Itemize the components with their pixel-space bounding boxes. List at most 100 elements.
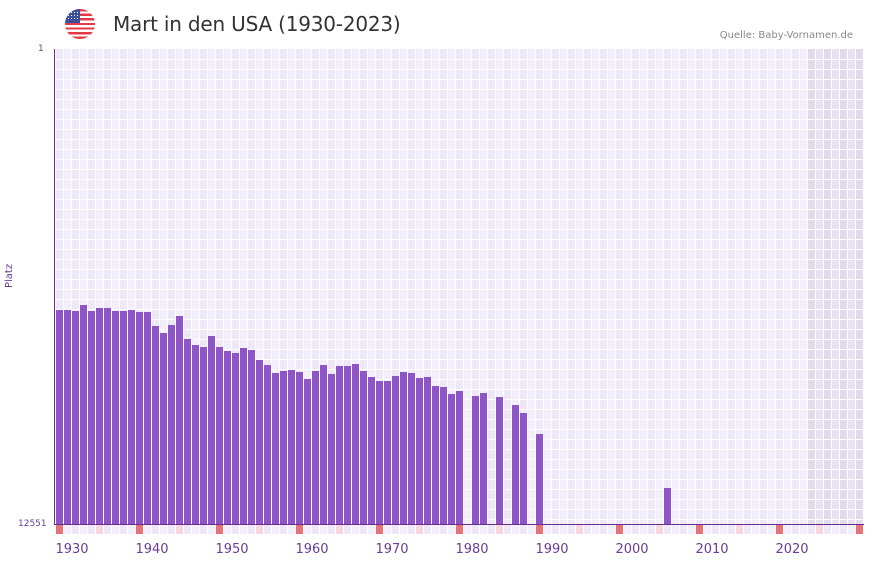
grid-column: [728, 49, 736, 524]
grid-line: [56, 369, 864, 370]
bar-1940[interactable]: [152, 326, 159, 524]
bar-1983[interactable]: [496, 397, 503, 524]
bar-1958[interactable]: [296, 372, 303, 524]
bar-1945[interactable]: [192, 345, 199, 524]
bar-1937[interactable]: [128, 310, 135, 524]
bar-1971[interactable]: [400, 372, 407, 524]
grid-column: [680, 49, 688, 524]
grid-column: [616, 49, 624, 524]
grid-column: [672, 49, 680, 524]
bar-1961[interactable]: [320, 365, 327, 524]
bar-1930[interactable]: [72, 311, 79, 524]
bar-1969[interactable]: [384, 381, 391, 524]
bar-1976[interactable]: [440, 387, 447, 524]
bar-1950[interactable]: [232, 353, 239, 524]
bar-1970[interactable]: [392, 376, 399, 524]
grid-column: [456, 49, 464, 524]
bar-1973[interactable]: [416, 378, 423, 524]
bar-1953[interactable]: [256, 360, 263, 524]
x-tick-label: 1980: [455, 542, 489, 557]
grid-column: [784, 49, 792, 524]
bar-1960[interactable]: [312, 371, 319, 524]
source-label: Quelle: Baby-Vornamen.de: [719, 30, 853, 41]
year-marker: [408, 525, 415, 534]
grid-column: [96, 49, 104, 524]
bar-1972[interactable]: [408, 373, 415, 524]
bar-1928[interactable]: [56, 310, 63, 524]
grid-column: [384, 49, 392, 524]
bar-1942[interactable]: [168, 325, 175, 524]
grid-column: [832, 49, 840, 524]
bar-1934[interactable]: [104, 308, 111, 524]
bar-1980[interactable]: [472, 396, 479, 524]
year-marker: [152, 525, 159, 534]
bar-1981[interactable]: [480, 393, 487, 524]
bar-1951[interactable]: [240, 348, 247, 524]
bar-1936[interactable]: [120, 311, 127, 524]
bar-1935[interactable]: [112, 311, 119, 524]
grid-column: [720, 49, 728, 524]
grid-column: [296, 49, 304, 524]
year-marker: [568, 525, 575, 534]
bar-1931[interactable]: [80, 305, 87, 524]
bar-1955[interactable]: [272, 373, 279, 524]
grid-column: [640, 49, 648, 524]
bar-1964[interactable]: [344, 366, 351, 524]
bar-1948[interactable]: [216, 347, 223, 524]
bar-1988[interactable]: [536, 434, 543, 524]
grid-column: [184, 49, 192, 524]
bar-1968[interactable]: [376, 381, 383, 524]
bar-1954[interactable]: [264, 365, 271, 524]
bar-1962[interactable]: [328, 374, 335, 524]
grid-column: [624, 49, 632, 524]
bar-1933[interactable]: [96, 308, 103, 524]
bar-1947[interactable]: [208, 336, 215, 524]
grid-column: [120, 49, 128, 524]
bar-1952[interactable]: [248, 350, 255, 524]
grid-column: [592, 49, 600, 524]
bar-1978[interactable]: [456, 391, 463, 524]
bar-1965[interactable]: [352, 364, 359, 524]
grid-line: [56, 329, 864, 330]
bar-1975[interactable]: [432, 386, 439, 524]
bar-1957[interactable]: [288, 370, 295, 524]
bar-1938[interactable]: [136, 312, 143, 524]
year-marker: [736, 525, 743, 534]
bar-1932[interactable]: [88, 311, 95, 524]
year-marker: [624, 525, 631, 534]
bar-1985[interactable]: [512, 405, 519, 524]
grid-column: [752, 49, 760, 524]
grid-column: [472, 49, 480, 524]
bar-1949[interactable]: [224, 351, 231, 524]
bar-1939[interactable]: [144, 312, 151, 524]
bar-1963[interactable]: [336, 366, 343, 524]
grid-column: [760, 49, 768, 524]
bar-1946[interactable]: [200, 347, 207, 524]
y-axis-top-label: 1: [38, 44, 44, 54]
x-tick-label: 1950: [215, 542, 249, 557]
grid-line: [56, 149, 864, 150]
x-tick-label: 1940: [135, 542, 169, 557]
year-marker: [720, 525, 727, 534]
bar-1967[interactable]: [368, 377, 375, 524]
bar-1977[interactable]: [448, 394, 455, 524]
bar-1974[interactable]: [424, 377, 431, 524]
bar-1966[interactable]: [360, 371, 367, 524]
grid-column: [504, 49, 512, 524]
bar-1941[interactable]: [160, 333, 167, 524]
bar-1959[interactable]: [304, 379, 311, 524]
grid-column: [64, 49, 72, 524]
grid-column: [792, 49, 800, 524]
bar-2004[interactable]: [664, 488, 671, 524]
grid-column: [536, 49, 544, 524]
bar-1943[interactable]: [176, 316, 183, 524]
year-marker: [424, 525, 431, 534]
grid-column: [320, 49, 328, 524]
bar-1929[interactable]: [64, 310, 71, 524]
grid-column: [736, 49, 744, 524]
bar-1944[interactable]: [184, 339, 191, 524]
bar-1986[interactable]: [520, 413, 527, 524]
bar-1956[interactable]: [280, 371, 287, 524]
year-marker: [320, 525, 327, 534]
grid-column: [88, 49, 96, 524]
